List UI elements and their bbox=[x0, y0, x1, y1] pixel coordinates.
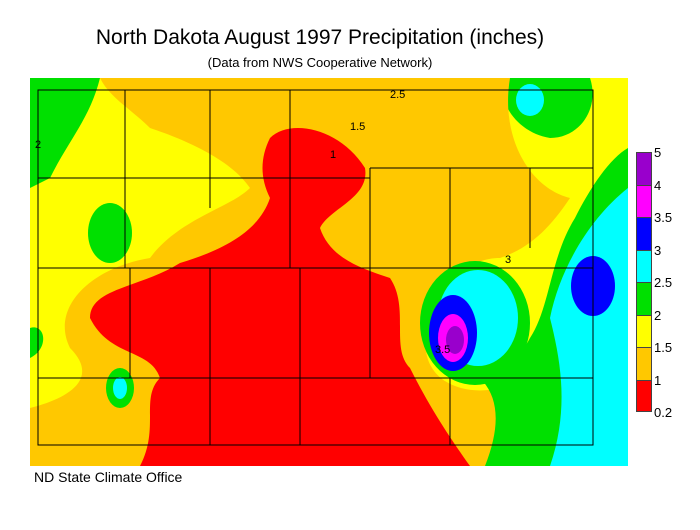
legend-label: 2 bbox=[654, 307, 662, 323]
color-legend: 5 4 3.5 3 2.5 2 1.5 1 0.2 bbox=[636, 145, 672, 420]
legend-label: 3 bbox=[654, 242, 662, 258]
legend-label: 4 bbox=[654, 177, 662, 193]
contour-map: 2 1.5 1 2.5 3 3.5 bbox=[30, 78, 628, 466]
green-region-west-central bbox=[88, 203, 132, 263]
legend-label: 2.5 bbox=[654, 275, 673, 290]
purple-region-central bbox=[446, 326, 464, 354]
legend-label: 1 bbox=[654, 372, 662, 388]
contour-label: 2 bbox=[35, 139, 41, 151]
contour-label: 3 bbox=[505, 254, 511, 266]
legend-swatch bbox=[636, 217, 652, 250]
legend-swatch bbox=[636, 347, 652, 380]
cyan-region-ne bbox=[516, 84, 544, 116]
legend-label: 0.2 bbox=[654, 405, 673, 420]
map-subtitle: (Data from NWS Cooperative Network) bbox=[207, 55, 433, 70]
red-region bbox=[90, 128, 470, 466]
legend-label: 3.5 bbox=[654, 210, 673, 225]
contour-label: 3.5 bbox=[435, 344, 450, 356]
legend-label: 5 bbox=[654, 145, 662, 160]
contour-label: 1 bbox=[330, 149, 336, 161]
credit-text: ND State Climate Office bbox=[34, 469, 183, 485]
county-boundaries bbox=[37, 89, 594, 446]
green-region-w bbox=[30, 327, 44, 358]
green-region-nw bbox=[30, 78, 100, 188]
legend-swatch bbox=[636, 379, 652, 412]
map-title: North Dakota August 1997 Precipitation (… bbox=[95, 26, 545, 49]
contour-label: 1.5 bbox=[350, 121, 365, 133]
legend-swatch bbox=[636, 249, 652, 282]
legend-swatch bbox=[636, 152, 652, 185]
contour-label: 2.5 bbox=[390, 89, 405, 101]
contour-labels: 2 1.5 1 2.5 3 3.5 bbox=[35, 89, 511, 356]
legend-label: 1.5 bbox=[654, 340, 673, 355]
cyan-region-east bbox=[550, 188, 628, 466]
cyan-region-sw bbox=[113, 377, 127, 399]
legend-swatch bbox=[636, 282, 652, 315]
legend-swatch bbox=[636, 314, 652, 347]
legend-swatch bbox=[636, 184, 652, 217]
